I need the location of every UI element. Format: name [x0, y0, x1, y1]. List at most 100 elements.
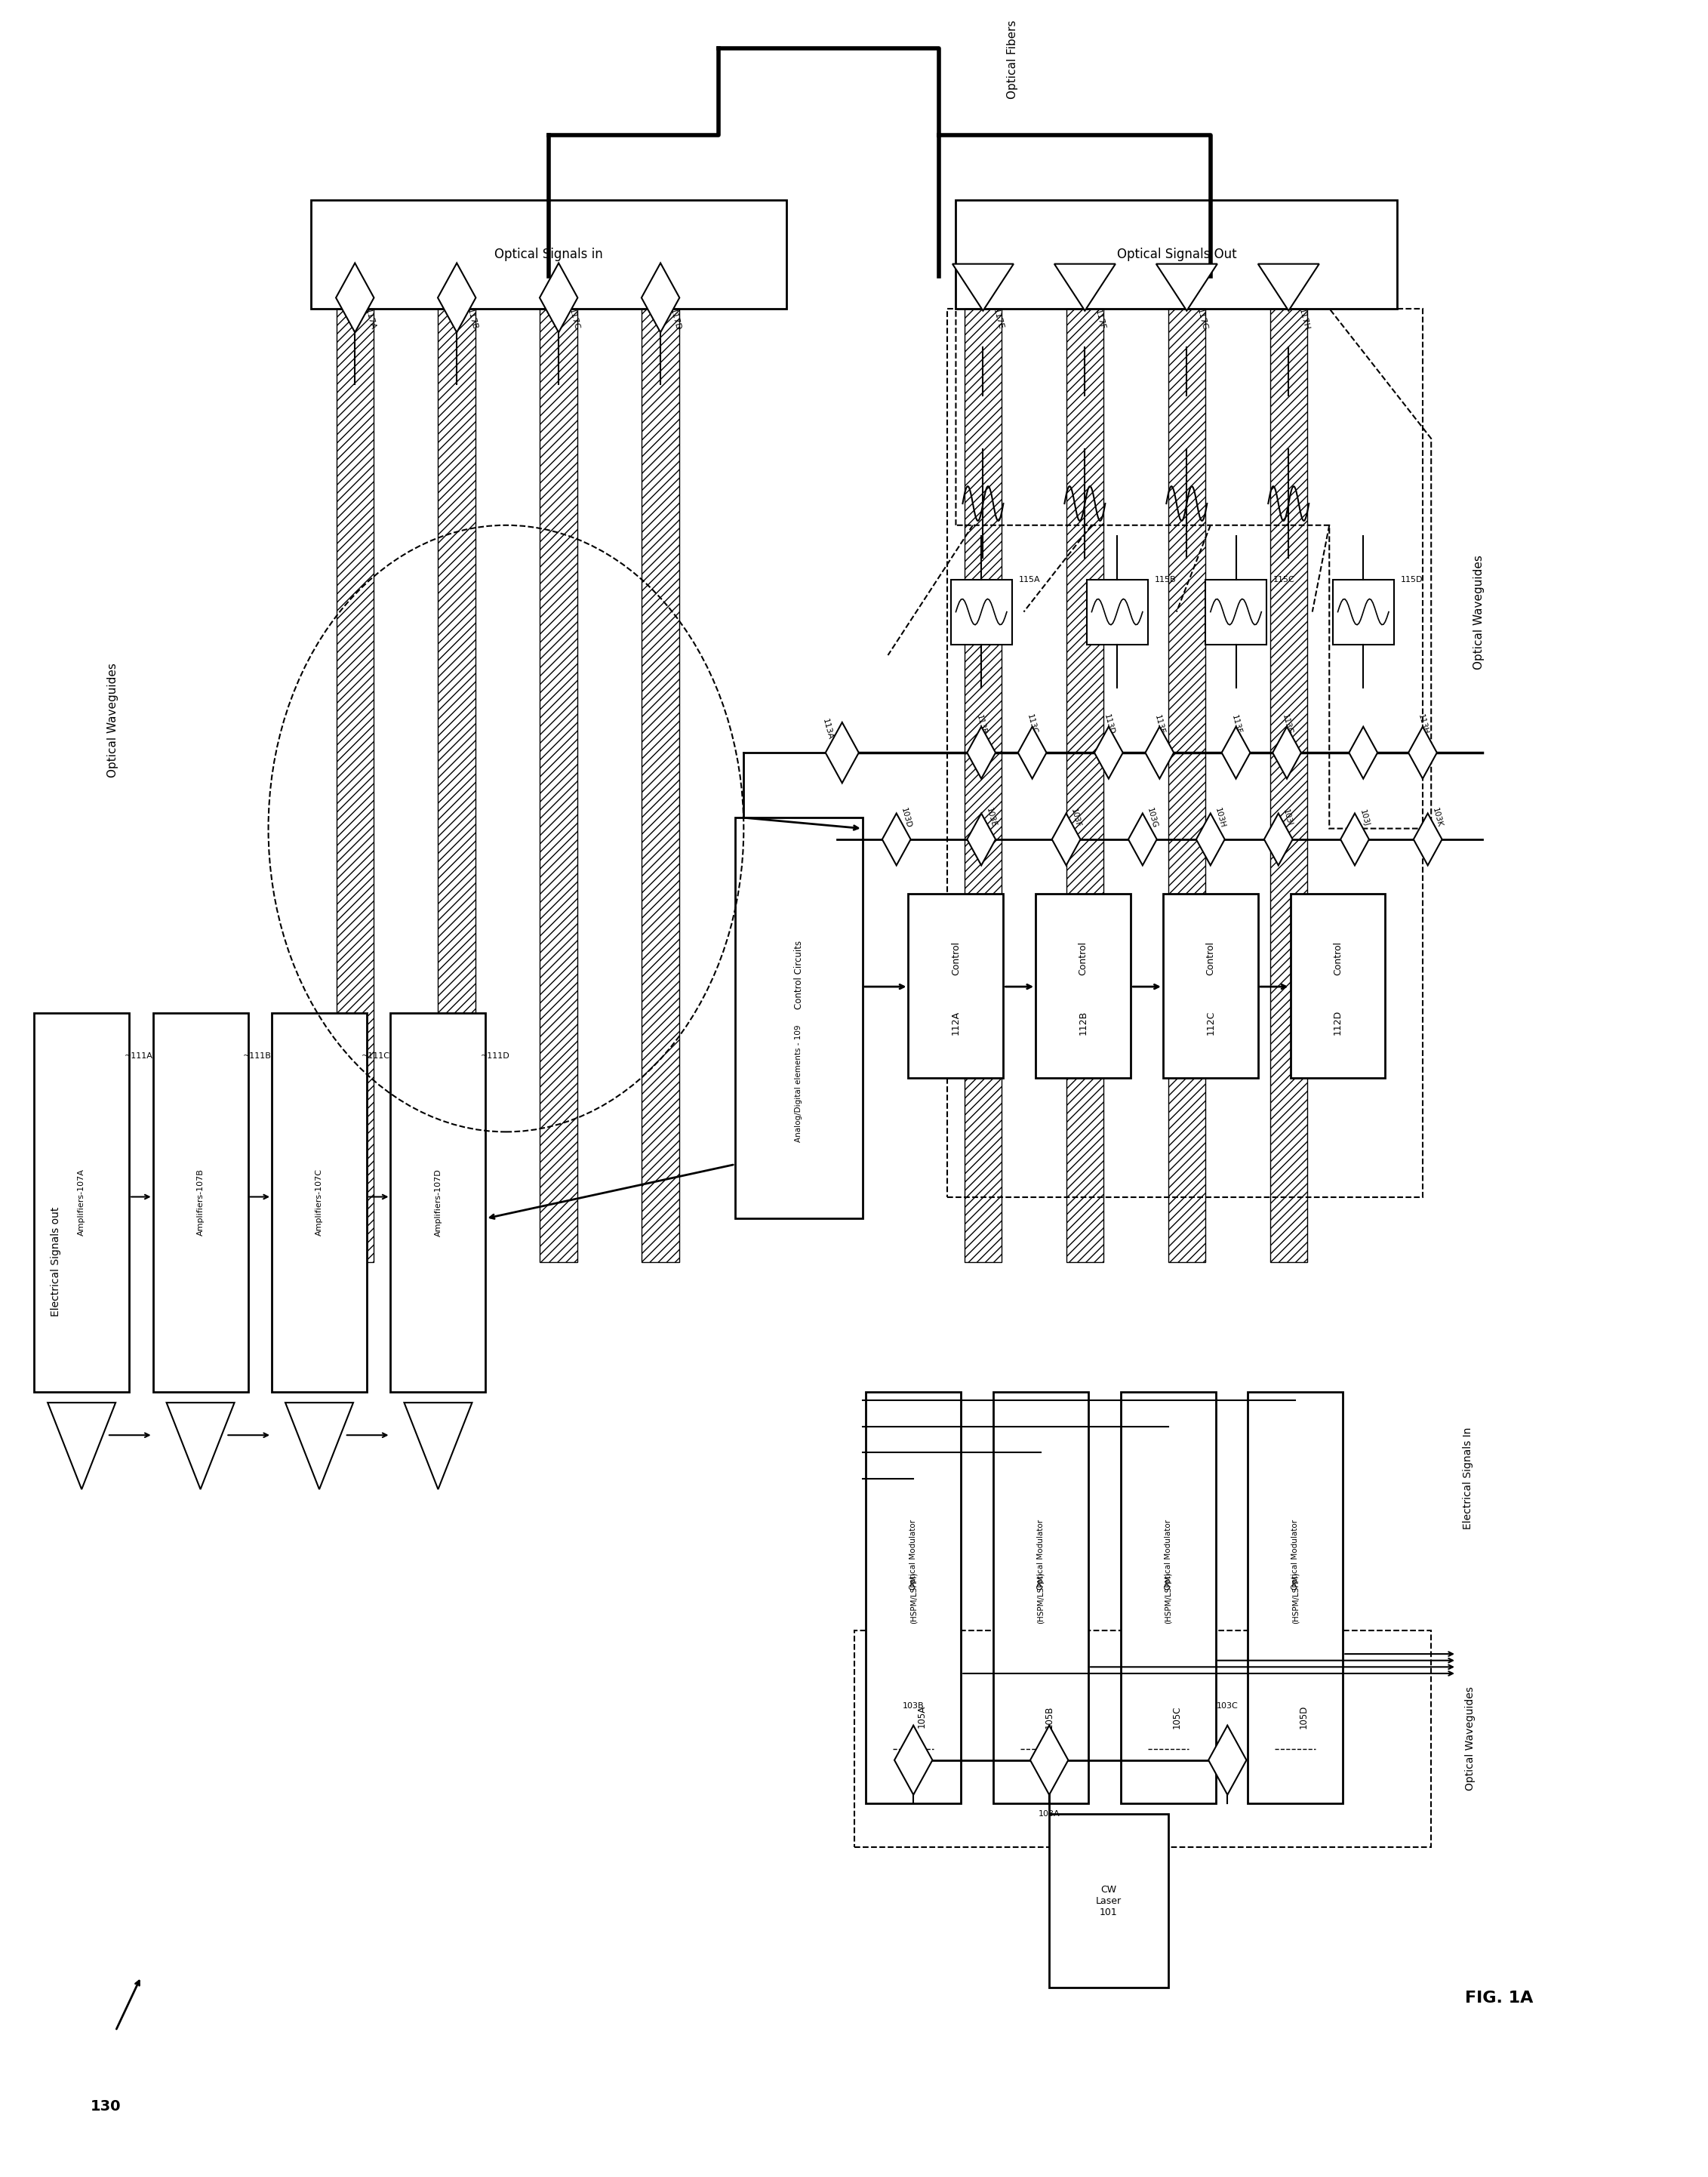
Text: (HSPM/LSPM): (HSPM/LSPM): [1037, 1572, 1045, 1624]
Text: 117H: 117H: [1296, 307, 1310, 331]
Bar: [154, 1012, 248, 1391]
Bar: [1249, 1391, 1342, 1803]
Text: 103H: 103H: [1214, 808, 1226, 829]
Text: 103B: 103B: [902, 1702, 924, 1709]
Text: 103C: 103C: [1216, 1702, 1238, 1709]
Text: ~111B: ~111B: [243, 1051, 272, 1060]
Bar: [909, 893, 1003, 1078]
Text: 103E: 103E: [986, 808, 997, 827]
Bar: [540, 309, 577, 1263]
Polygon shape: [1196, 814, 1225, 864]
Text: Analog/Digital elements - 109: Analog/Digital elements - 109: [794, 1025, 803, 1141]
Polygon shape: [437, 263, 477, 333]
Polygon shape: [1259, 263, 1319, 311]
Text: 113G: 113G: [1281, 714, 1293, 736]
Text: 117F: 117F: [1093, 309, 1107, 331]
Polygon shape: [895, 1726, 933, 1794]
Text: 113H: 113H: [1416, 714, 1430, 736]
Text: FIG. 1A: FIG. 1A: [1465, 1992, 1534, 2005]
Text: Amplifiers-107A: Amplifiers-107A: [79, 1169, 85, 1237]
Polygon shape: [48, 1402, 116, 1489]
Text: 103I: 103I: [1281, 808, 1293, 827]
Text: 115D: 115D: [1401, 575, 1423, 583]
Text: Amplifiers-107C: Amplifiers-107C: [316, 1169, 323, 1237]
Bar: [1120, 1391, 1216, 1803]
Polygon shape: [166, 1402, 234, 1489]
Bar: [311, 200, 786, 309]
Text: 117A: 117A: [364, 307, 376, 331]
Text: Optical Modulator: Optical Modulator: [1291, 1520, 1300, 1589]
Text: 113F: 113F: [1230, 714, 1242, 736]
Bar: [272, 1012, 367, 1391]
Text: Optical Fibers: Optical Fibers: [1006, 20, 1018, 98]
Bar: [866, 1391, 962, 1803]
Text: 113A: 113A: [822, 718, 834, 740]
Bar: [951, 579, 1011, 644]
Text: Optical Waveguides: Optical Waveguides: [1474, 555, 1484, 668]
Text: 103D: 103D: [900, 808, 912, 829]
Text: 115A: 115A: [1018, 575, 1040, 583]
Text: Optical Waveguides: Optical Waveguides: [108, 662, 118, 777]
Polygon shape: [967, 814, 996, 864]
Text: 103F: 103F: [1069, 808, 1081, 827]
Bar: [1163, 893, 1259, 1078]
Text: 105A: 105A: [917, 1705, 927, 1729]
Polygon shape: [1095, 727, 1122, 779]
Polygon shape: [953, 263, 1013, 311]
Text: 130: 130: [91, 2099, 121, 2114]
Text: 117D: 117D: [670, 307, 681, 331]
Text: 103J: 103J: [1358, 808, 1370, 827]
Polygon shape: [1341, 814, 1370, 864]
Bar: [956, 200, 1397, 309]
Text: 113D: 113D: [1102, 714, 1115, 736]
Text: Electrical Signals out: Electrical Signals out: [51, 1206, 61, 1317]
Text: 115C: 115C: [1272, 575, 1295, 583]
Polygon shape: [642, 263, 680, 333]
Polygon shape: [1209, 1726, 1247, 1794]
Text: 112A: 112A: [951, 1010, 962, 1034]
Bar: [1332, 579, 1394, 644]
Text: 105B: 105B: [1044, 1705, 1054, 1729]
Text: Optical Signals Out: Optical Signals Out: [1117, 248, 1237, 261]
Polygon shape: [540, 263, 577, 333]
Bar: [734, 819, 863, 1219]
Text: 113E: 113E: [1153, 714, 1167, 736]
Text: ~111C: ~111C: [362, 1051, 391, 1060]
Text: 117E: 117E: [992, 309, 1004, 331]
Polygon shape: [1414, 814, 1442, 864]
Text: Optical Modulator: Optical Modulator: [1037, 1520, 1045, 1589]
Polygon shape: [1221, 727, 1250, 779]
Text: 113B: 113B: [975, 714, 987, 736]
Bar: [948, 309, 1423, 1197]
Polygon shape: [1054, 263, 1115, 311]
Text: Optical Modulator: Optical Modulator: [910, 1520, 917, 1589]
Text: ~111D: ~111D: [480, 1051, 509, 1060]
Text: 112D: 112D: [1332, 1010, 1342, 1034]
Text: Amplifiers-107B: Amplifiers-107B: [196, 1169, 205, 1237]
Polygon shape: [1349, 727, 1378, 779]
Polygon shape: [967, 727, 996, 779]
Polygon shape: [285, 1402, 354, 1489]
Text: 117B: 117B: [465, 307, 478, 331]
Polygon shape: [881, 814, 910, 864]
Text: 103A: 103A: [1038, 1811, 1061, 1818]
Polygon shape: [336, 263, 374, 333]
Polygon shape: [1052, 814, 1081, 864]
Polygon shape: [1018, 727, 1047, 779]
Bar: [1086, 579, 1148, 644]
Bar: [642, 309, 680, 1263]
Polygon shape: [1264, 814, 1293, 864]
Text: 113C: 113C: [1027, 714, 1038, 736]
Bar: [1269, 309, 1307, 1263]
Text: Optical Signals in: Optical Signals in: [494, 248, 603, 261]
Text: 115B: 115B: [1155, 575, 1177, 583]
Text: 105C: 105C: [1172, 1705, 1182, 1729]
Bar: [1168, 309, 1206, 1263]
Text: 112C: 112C: [1206, 1010, 1216, 1034]
Polygon shape: [825, 723, 859, 784]
Bar: [1049, 1813, 1168, 1988]
Text: CW
Laser
101: CW Laser 101: [1097, 1885, 1122, 1918]
Text: Amplifiers-107D: Amplifiers-107D: [434, 1169, 442, 1237]
Bar: [1066, 309, 1103, 1263]
Polygon shape: [1409, 727, 1436, 779]
